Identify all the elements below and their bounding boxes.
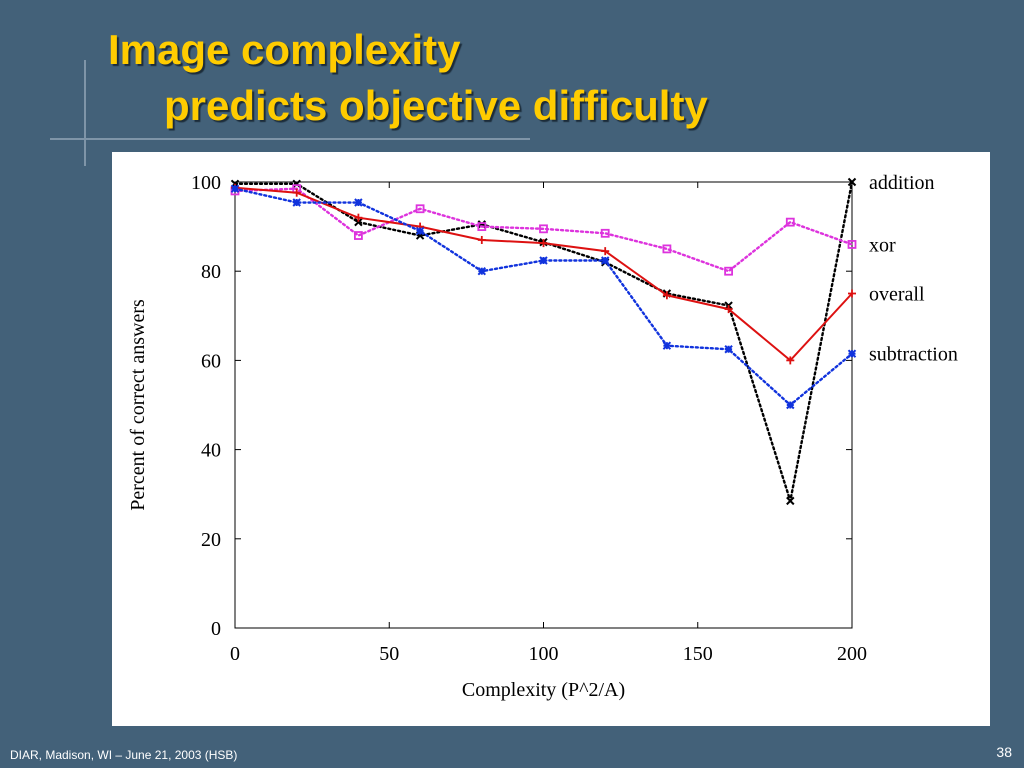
series-subtraction [230,184,857,410]
data-point-overall [724,305,733,314]
slide-title-line1: Image complexity [108,26,461,73]
series-label-addition: addition [869,172,935,194]
data-point-xor [785,217,795,227]
series-labels: addition xor overall subtraction [869,172,958,366]
x-tick-label: 150 [683,643,713,665]
data-point-overall [786,356,795,365]
data-point-overall [292,188,301,197]
series-label-overall: overall [869,284,925,306]
data-point-addition [786,496,795,506]
marker-square [353,231,363,240]
marker-square [539,224,548,234]
data-point-overall [662,291,671,300]
data-point-addition [847,177,857,187]
data-point-xor [415,204,425,214]
slide-title-line2: predicts objective difficulty [164,82,708,129]
data-point-overall [848,289,856,298]
data-point-xor [662,244,672,254]
title-underline-decoration [50,138,530,140]
series-label-xor: xor [869,234,896,256]
marker-square [415,204,425,214]
data-point-subtraction [230,184,240,193]
marker-stroke [354,217,363,227]
data-point-xor [600,228,610,238]
x-tick-label: 100 [529,643,559,665]
line-chart: 0 20 40 60 80 100 0 50 100 150 200 addition xor ove… [127,172,958,701]
data-point-subtraction [847,349,857,358]
marker-stroke [847,177,857,187]
data-point-xor [539,224,548,234]
data-point-subtraction [539,256,548,265]
data-point-subtraction [786,400,795,410]
y-axis-label: Percent of correct answers [127,299,149,511]
data-point-subtraction [600,256,610,265]
marker-square [662,244,672,254]
data-point-overall [477,235,486,244]
data-point-subtraction [477,266,487,276]
y-tick-label: 40 [201,440,221,462]
data-point-subtraction [292,198,301,207]
data-point-overall [539,239,548,248]
y-tick-label: 20 [201,529,221,551]
data-point-xor [353,231,363,240]
y-tick-label: 80 [201,261,221,283]
series-line-overall [234,186,853,362]
marker-stroke [786,496,795,506]
series-group [230,177,857,506]
x-tick-label: 0 [230,643,240,665]
data-point-addition [354,217,363,227]
marker-square [477,222,487,231]
y-axis-ticks: 0 20 40 60 80 100 [191,172,852,640]
y-tick-label: 100 [191,172,221,194]
x-tick-label: 50 [379,643,399,665]
page-number: 38 [996,744,1012,760]
marker-square [600,228,610,238]
data-point-overall [354,213,363,222]
data-point-overall [601,247,610,256]
slide-title: Image complexity predicts objective diff… [108,22,708,134]
series-overall [231,183,856,365]
x-axis-label: Complexity (P^2/A) [462,679,625,701]
x-tick-label: 200 [837,643,867,665]
data-point-xor [724,266,733,276]
data-point-addition [292,179,301,188]
series-line-subtraction [233,187,854,407]
footer-text: DIAR, Madison, WI – June 21, 2003 (HSB) [10,748,238,762]
chart-panel: 0 20 40 60 80 100 0 50 100 150 200 addition xor ove… [112,152,990,726]
data-point-subtraction [354,198,363,207]
series-line-xor [233,187,854,273]
data-point-xor [847,240,857,249]
data-point-subtraction [724,345,733,354]
series-addition [230,177,857,506]
marker-stroke [477,220,487,229]
marker-stroke [292,179,301,188]
x-axis-ticks: 0 50 100 150 200 [230,182,867,665]
marker-square [785,217,795,227]
marker-square [724,266,733,276]
title-vertical-decoration [84,60,86,166]
data-point-xor [477,222,487,231]
data-point-subtraction [415,226,425,236]
data-point-subtraction [662,341,672,350]
series-label-subtraction: subtraction [869,344,958,366]
y-tick-label: 60 [201,350,221,372]
marker-square [847,240,857,249]
y-tick-label: 0 [211,618,221,640]
